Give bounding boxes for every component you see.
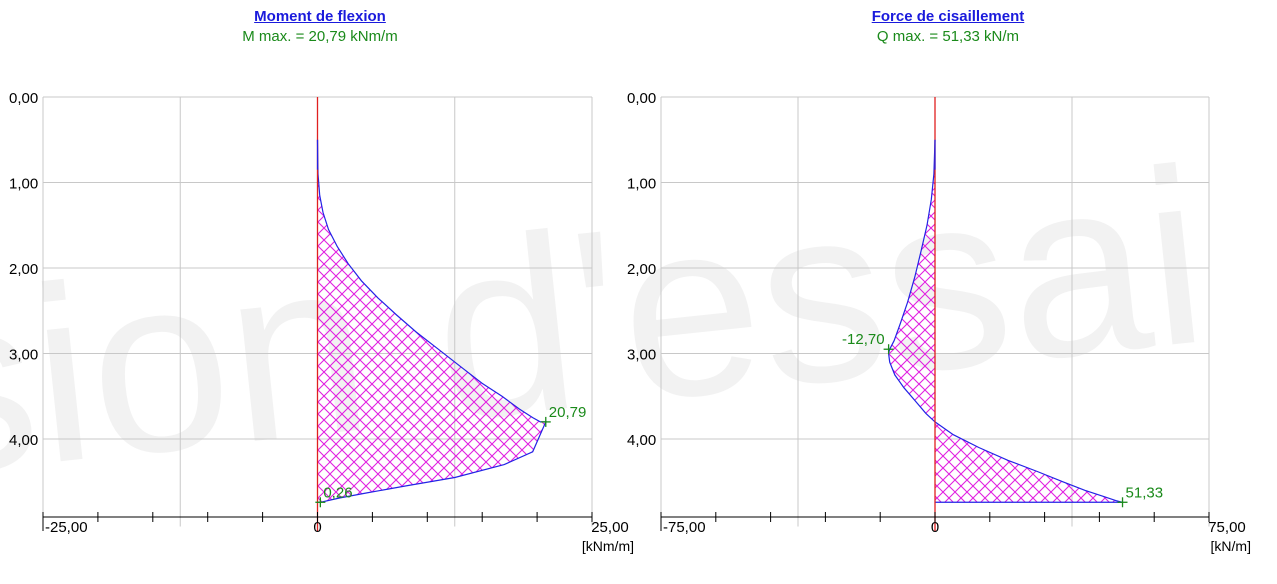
x-tick-label: 0 <box>931 519 939 536</box>
unit-label: [kNm/m] <box>582 538 634 554</box>
x-tick-label: 0 <box>313 519 321 536</box>
y-tick-label: 0,00 <box>627 90 656 107</box>
y-tick-label: 0,00 <box>9 90 38 107</box>
y-tick-label: 2,00 <box>9 261 38 278</box>
chart-title: Force de cisaillement <box>871 8 1025 25</box>
shear-force-panel: Force de cisaillement Q max. = 51,33 kN/… <box>619 0 1277 584</box>
chart-subtitle: M max. = 20,79 kNm/m <box>242 28 398 45</box>
unit-label: [kN/m] <box>1211 538 1251 554</box>
y-tick-label: 2,00 <box>627 261 656 278</box>
annotation-label: 51,33 <box>1126 484 1164 501</box>
x-tick-label: -25,00 <box>45 519 88 536</box>
x-tick-label: 75,00 <box>1208 519 1246 536</box>
shear-force-chart: 0,00 1,00 2,00 3,00 4,00 -12,70 51,33 -75,00 0 75… <box>627 90 1251 554</box>
y-tick-label: 3,00 <box>627 347 656 364</box>
y-tick-label: 4,00 <box>627 432 656 449</box>
annotation-label: -12,70 <box>842 331 885 348</box>
x-tick-label: 25,00 <box>591 519 629 536</box>
y-tick-label: 1,00 <box>627 176 656 193</box>
x-tick-label: -75,00 <box>663 519 706 536</box>
annotation-label: 0,26 <box>323 484 352 501</box>
diagram-area <box>888 139 1123 503</box>
bending-moment-panel: Moment de flexion M max. = 20,79 kNm/m 0… <box>9 8 634 554</box>
bending-moment-chart: 0,00 1,00 2,00 3,00 4,00 20,79 0,26 -25,00 0 25,0… <box>9 90 634 554</box>
annotation-label: 20,79 <box>549 404 587 421</box>
diagram-curve <box>887 139 1123 503</box>
y-tick-label: 4,00 <box>9 432 38 449</box>
chart-subtitle: Q max. = 51,33 kN/m <box>876 28 1020 45</box>
diagram-curve <box>316 139 547 503</box>
diagram-area <box>317 139 546 503</box>
y-tick-label: 3,00 <box>9 347 38 364</box>
chart-title: Moment de flexion <box>254 8 386 25</box>
y-tick-label: 1,00 <box>9 176 38 193</box>
